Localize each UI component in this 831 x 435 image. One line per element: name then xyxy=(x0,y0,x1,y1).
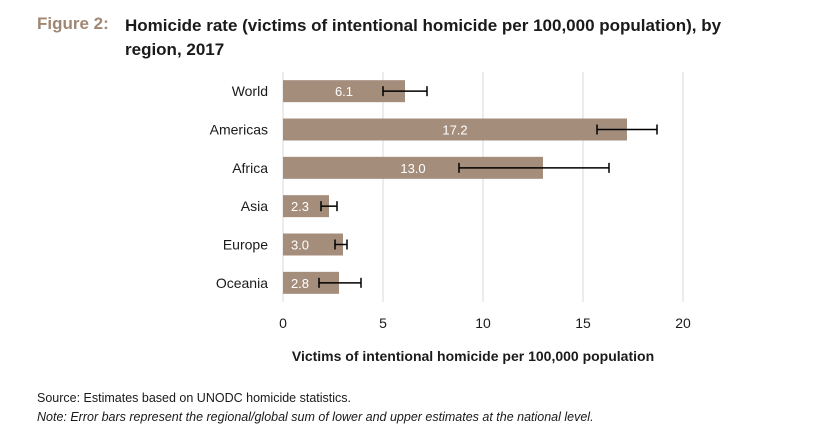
bar-asia xyxy=(283,195,329,218)
x-tick-label: 5 xyxy=(379,315,387,331)
bar-africa xyxy=(283,156,543,179)
x-tick-label: 10 xyxy=(475,315,491,331)
error-bar-africa xyxy=(458,162,610,173)
category-label: Asia xyxy=(241,198,268,214)
error-bar-asia xyxy=(320,201,338,212)
homicide-rate-bar-chart: World Americas Africa Asia Europe Oceania 6.1… xyxy=(210,72,691,364)
category-label: Europe xyxy=(223,237,268,253)
gridlines xyxy=(282,72,684,302)
data-label: 2.8 xyxy=(291,276,309,291)
error-bar-oceania xyxy=(318,277,362,288)
x-tick-label: 15 xyxy=(575,315,591,331)
category-labels: World Americas Africa Asia Europe Oceania xyxy=(210,83,269,291)
data-labels: 6.1 17.2 13.0 2.3 3.0 2.8 xyxy=(291,84,468,291)
x-tick-label: 20 xyxy=(675,315,691,331)
data-label: 3.0 xyxy=(291,238,309,253)
x-axis-label: Victims of intentional homicide per 100,… xyxy=(292,348,654,364)
data-label: 6.1 xyxy=(335,84,353,99)
data-label: 13.0 xyxy=(400,161,425,176)
error-bar-americas xyxy=(596,124,658,135)
bars xyxy=(283,80,627,294)
x-tick-label: 0 xyxy=(279,315,287,331)
error-bar-europe xyxy=(334,239,348,250)
category-label: Africa xyxy=(232,160,268,176)
category-label: World xyxy=(232,83,268,99)
bar-oceania xyxy=(283,271,339,294)
error-bars xyxy=(318,86,658,288)
source-note: Source: Estimates based on UNODC homicid… xyxy=(37,391,352,405)
bar-europe xyxy=(283,233,343,256)
data-label: 17.2 xyxy=(442,123,467,138)
bar-americas xyxy=(283,118,627,141)
category-label: Americas xyxy=(210,122,268,138)
footnote: Note: Error bars represent the regional/… xyxy=(37,410,594,424)
x-tick-labels: 0 5 10 15 20 xyxy=(279,315,691,331)
figure-label: Figure 2: xyxy=(37,14,109,33)
error-bar-world xyxy=(382,86,428,97)
chart-title: Homicide rate (victims of intentional ho… xyxy=(125,16,722,59)
data-label: 2.3 xyxy=(291,199,309,214)
category-label: Oceania xyxy=(216,275,268,291)
bar-world xyxy=(283,80,405,103)
